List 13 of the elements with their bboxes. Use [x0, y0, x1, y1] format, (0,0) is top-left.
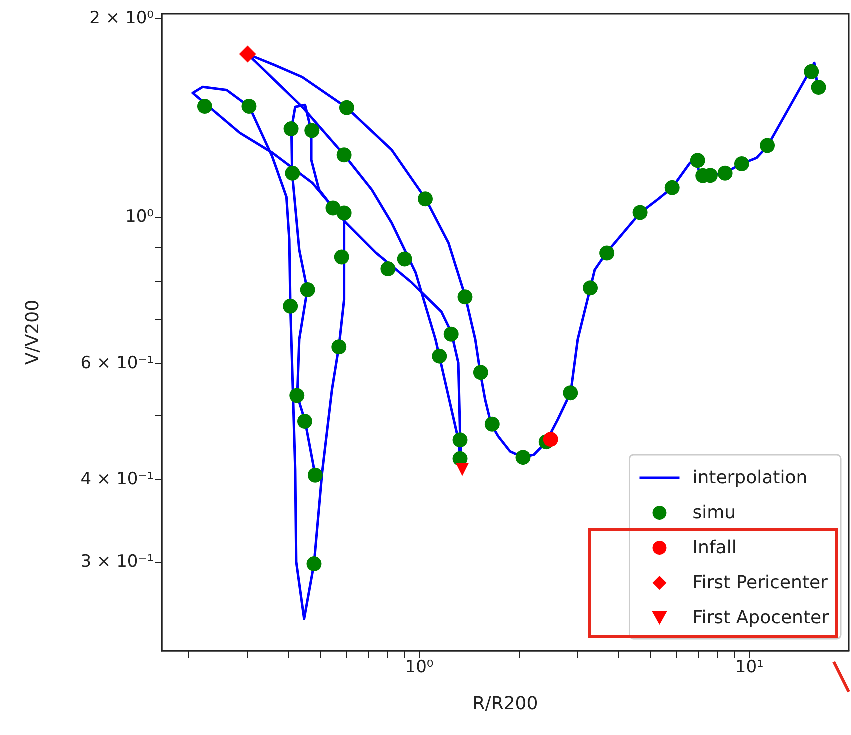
legend-label: interpolation [692, 468, 808, 488]
y-tick-label: 3 × 10⁻¹ [80, 552, 154, 572]
y-axis-title: V/V200 [22, 300, 44, 366]
y-tick-label: 2 × 10⁰ [90, 8, 154, 28]
x-axis-title: R/R200 [472, 694, 538, 714]
legend-label: Infall [692, 538, 737, 558]
legend-label: simu [692, 502, 736, 524]
y-tick-label: 6 × 10⁻¹ [80, 353, 154, 374]
y-tick-label: 4 × 10⁻¹ [80, 470, 154, 490]
legend-label: First Pericenter [692, 572, 829, 594]
legend-label: First Apocenter [692, 608, 830, 628]
y-tick-label: 10⁰ [126, 206, 154, 227]
x-tick-label: 10¹ [735, 658, 764, 678]
